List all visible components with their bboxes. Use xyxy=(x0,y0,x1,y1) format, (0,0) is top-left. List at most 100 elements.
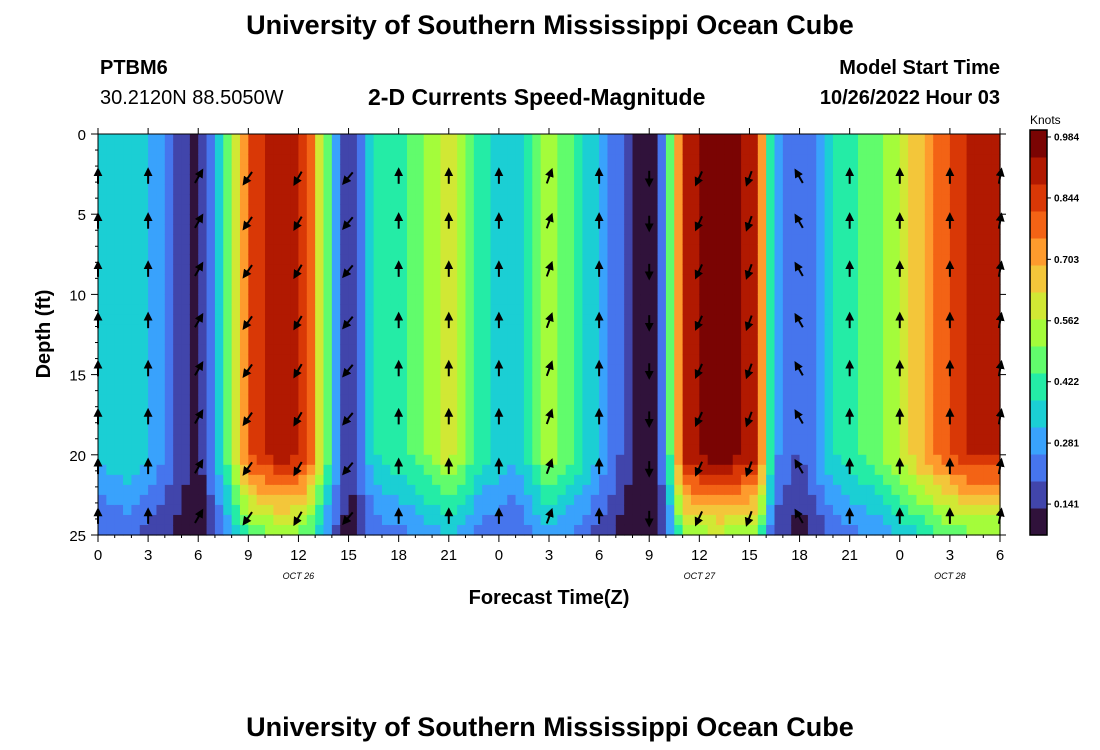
heatmap-cell xyxy=(331,434,341,446)
heatmap-cell xyxy=(223,174,233,185)
heatmap-cell xyxy=(181,464,191,476)
heatmap-cell xyxy=(824,254,834,265)
heatmap-cell xyxy=(849,414,859,426)
heatmap-cell xyxy=(448,344,458,356)
heatmap-cell xyxy=(565,244,575,255)
heatmap-cell xyxy=(214,224,224,235)
heatmap-cell xyxy=(407,424,416,436)
heatmap-cell xyxy=(390,244,400,255)
heatmap-cell xyxy=(991,444,1001,456)
heatmap-cell xyxy=(156,324,166,336)
heatmap-cell xyxy=(657,234,667,245)
heatmap-cell xyxy=(716,414,725,426)
heatmap-cell xyxy=(858,434,867,446)
heatmap-cell xyxy=(949,134,959,145)
heatmap-cell xyxy=(749,414,759,426)
heatmap-cell xyxy=(632,424,642,436)
heatmap-cell xyxy=(866,434,876,446)
heatmap-cell xyxy=(156,284,166,296)
heatmap-cell xyxy=(716,244,725,255)
heatmap-cell xyxy=(214,364,224,376)
colorbar-swatch xyxy=(1030,157,1047,185)
heatmap-cell xyxy=(807,274,817,285)
heatmap-cell xyxy=(540,254,550,265)
station-coordinates: 30.2120N 88.5050W xyxy=(100,87,284,109)
heatmap-cell xyxy=(507,434,517,446)
heatmap-cell xyxy=(816,384,826,396)
heatmap-cell xyxy=(924,254,934,265)
heatmap-cell xyxy=(632,414,642,426)
heatmap-cell xyxy=(523,284,533,296)
heatmap-cell xyxy=(181,504,191,516)
heatmap-cell xyxy=(832,424,842,436)
heatmap-cell xyxy=(707,414,717,426)
heatmap-cell xyxy=(290,424,300,436)
current-vector xyxy=(194,508,204,524)
heatmap-cell xyxy=(523,244,533,255)
heatmap-cell xyxy=(507,464,517,476)
heatmap-cell xyxy=(991,254,1001,265)
heatmap-cell xyxy=(440,524,450,536)
heatmap-cell xyxy=(306,384,316,396)
heatmap-cell xyxy=(98,174,107,185)
heatmap-cell xyxy=(173,144,183,155)
heatmap-cell xyxy=(156,364,166,376)
heatmap-cell xyxy=(724,344,734,356)
heatmap-cell xyxy=(958,284,968,296)
heatmap-cell xyxy=(624,214,634,225)
heatmap-cell xyxy=(707,344,717,356)
heatmap-cell xyxy=(565,394,575,406)
heatmap-cell xyxy=(189,424,199,436)
heatmap-cell xyxy=(407,274,416,285)
heatmap-cell xyxy=(574,294,584,306)
heatmap-cell xyxy=(941,334,951,346)
heatmap-cell xyxy=(966,354,976,366)
heatmap-cell xyxy=(356,164,366,175)
heatmap-cell xyxy=(265,454,274,466)
heatmap-cell xyxy=(365,494,375,506)
heatmap-cell xyxy=(757,204,767,215)
heatmap-cell xyxy=(131,304,141,316)
heatmap-cell xyxy=(315,424,325,436)
heatmap-cell xyxy=(924,484,934,496)
heatmap-cell xyxy=(423,194,433,205)
heatmap-cell xyxy=(958,174,968,185)
heatmap-cell xyxy=(657,494,667,506)
chart-title: University of Southern Mississippi Ocean… xyxy=(246,10,854,40)
heatmap-cell xyxy=(231,314,241,326)
heatmap-cell xyxy=(131,214,141,225)
heatmap-cell xyxy=(415,214,425,225)
heatmap-cell xyxy=(106,494,116,506)
heatmap-cell xyxy=(941,464,951,476)
heatmap-cell xyxy=(824,334,834,346)
heatmap-cell xyxy=(599,434,609,446)
heatmap-cell xyxy=(924,364,934,376)
heatmap-cell xyxy=(331,404,341,416)
heatmap-cell xyxy=(348,344,358,356)
heatmap-cell xyxy=(290,164,300,175)
heatmap-cell xyxy=(206,454,216,466)
heatmap-cell xyxy=(231,194,241,205)
heatmap-cell xyxy=(924,514,934,526)
heatmap-cell xyxy=(198,284,208,296)
heatmap-cell xyxy=(390,304,400,316)
heatmap-cell xyxy=(106,224,116,235)
heatmap-cell xyxy=(749,384,759,396)
heatmap-cell xyxy=(473,514,483,526)
heatmap-cell xyxy=(665,154,675,165)
heatmap-cell xyxy=(966,424,976,436)
heatmap-cell xyxy=(732,134,742,145)
heatmap-cell xyxy=(640,294,650,306)
heatmap-cell xyxy=(173,154,183,165)
heatmap-cell xyxy=(423,364,433,376)
heatmap-cell xyxy=(582,464,592,476)
heatmap-cell xyxy=(690,424,700,436)
heatmap-cell xyxy=(498,214,508,225)
heatmap-cell xyxy=(106,204,116,215)
heatmap-cell xyxy=(908,144,918,155)
heatmap-cell xyxy=(716,214,725,225)
heatmap-cell xyxy=(590,414,600,426)
heatmap-cell xyxy=(883,244,893,255)
heatmap-cell xyxy=(206,234,216,245)
heatmap-cell xyxy=(231,414,241,426)
